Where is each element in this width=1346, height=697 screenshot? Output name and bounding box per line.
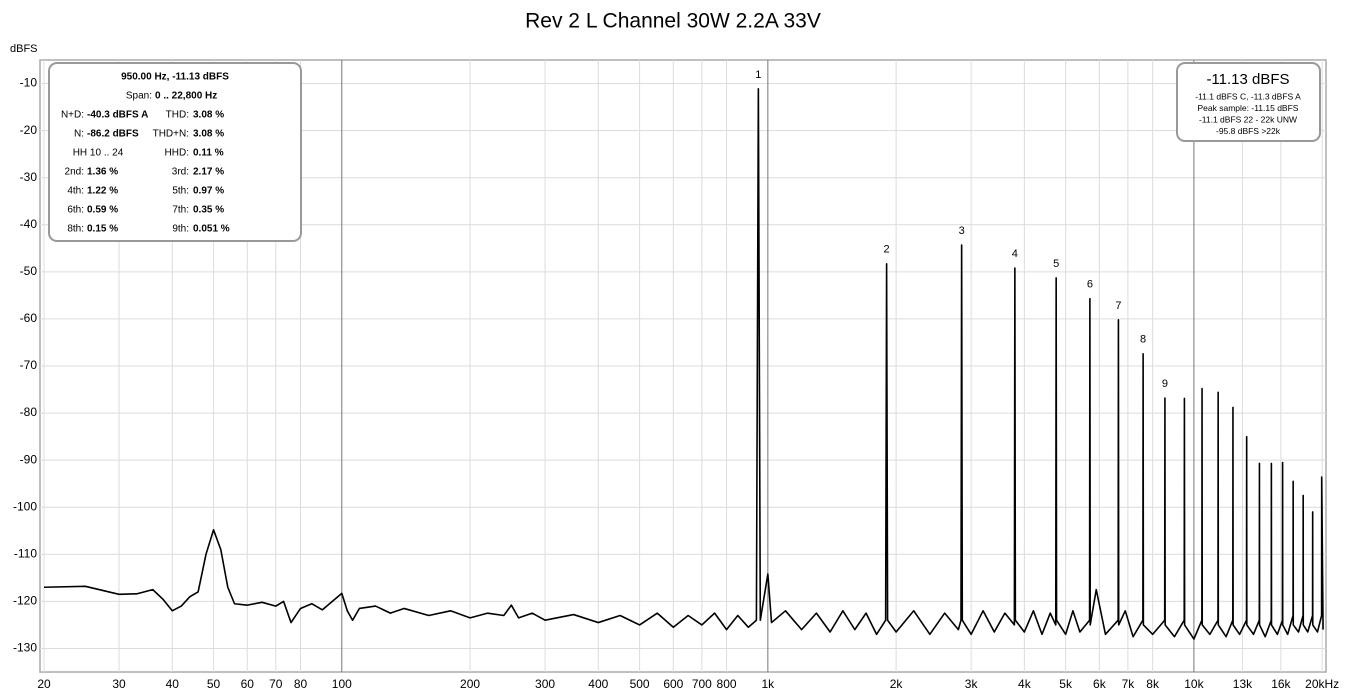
info-value: 0.59 %	[87, 205, 118, 216]
x-tick-label: 13k	[1233, 677, 1253, 691]
x-tick-label: 600	[663, 677, 683, 691]
harmonic-label: 7	[1115, 300, 1121, 312]
y-tick-label: -70	[20, 358, 38, 372]
info-label: N+D:	[61, 110, 84, 121]
info-value: 2.17 %	[193, 167, 224, 178]
harmonic-label: 5	[1053, 258, 1059, 270]
level-detail: -11.1 dBFS C, -11.3 dBFS A	[1195, 91, 1301, 101]
info-label: THD+N:	[153, 129, 189, 140]
x-tick-label: 3k	[965, 677, 979, 691]
info-label: 6th:	[67, 205, 84, 216]
y-tick-label: -60	[20, 311, 38, 325]
x-tick-label: 60	[241, 677, 255, 691]
info-value: 0.051 %	[193, 224, 230, 235]
info-label: 5th:	[172, 186, 189, 197]
x-tick-label: 6k	[1093, 677, 1107, 691]
level-detail: -95.8 dBFS >22k	[1216, 126, 1281, 136]
x-tick-label: 16k	[1271, 677, 1291, 691]
info-value: -40.3 dBFS A	[87, 110, 148, 121]
y-tick-label: -30	[20, 170, 38, 184]
info-label: 7th:	[172, 205, 189, 216]
x-tick-label: 80	[294, 677, 308, 691]
harmonic-label: 6	[1087, 279, 1093, 291]
x-tick-label: 2k	[890, 677, 904, 691]
y-tick-label: -120	[13, 594, 37, 608]
x-tick-label: 40	[166, 677, 180, 691]
info-label: 8th:	[67, 224, 84, 235]
x-tick-label: 400	[588, 677, 608, 691]
info-value: 0.35 %	[193, 205, 224, 216]
info-header: 950.00 Hz, -11.13 dBFS	[121, 72, 229, 83]
x-tick-label: 8k	[1146, 677, 1160, 691]
info-value: 0.15 %	[87, 224, 118, 235]
y-tick-label: -130	[13, 641, 37, 655]
x-tick-label: 300	[535, 677, 555, 691]
harmonic-label: 4	[1012, 248, 1018, 260]
info-label: THD:	[166, 110, 189, 121]
y-tick-label: -80	[20, 405, 38, 419]
x-tick-label: 20kHz	[1305, 677, 1339, 691]
y-tick-label: -10	[20, 76, 38, 90]
info-value: 0.11 %	[193, 148, 224, 159]
chart-title: Rev 2 L Channel 30W 2.2A 33V	[525, 10, 821, 33]
x-tick-label: 50	[207, 677, 221, 691]
info-label: 2nd:	[65, 167, 84, 178]
info-value: 3.08 %	[193, 129, 224, 140]
info-value: -86.2 dBFS	[87, 129, 139, 140]
x-tick-label: 200	[460, 677, 480, 691]
info-label: N:	[74, 129, 84, 140]
info-label: Span:	[126, 91, 152, 102]
y-tick-label: -90	[20, 452, 38, 466]
harmonic-label: 1	[755, 69, 761, 81]
info-label: 4th:	[67, 186, 84, 197]
harmonic-label: 9	[1162, 378, 1168, 390]
info-box: 950.00 Hz, -11.13 dBFS Span: 0 .. 22,800 H…	[48, 62, 302, 242]
info-value: 1.22 %	[87, 186, 118, 197]
y-tick-label: -100	[13, 499, 37, 513]
x-tick-label: 10k	[1184, 677, 1204, 691]
x-tick-label: 20	[37, 677, 51, 691]
info-box-frame	[48, 62, 302, 242]
harmonic-label: 3	[959, 225, 965, 237]
info-label: HH 10 .. 24	[73, 148, 124, 159]
x-tick-label: 700	[692, 677, 712, 691]
x-tick-label: 7k	[1122, 677, 1136, 691]
info-label: HHD:	[165, 148, 189, 159]
y-tick-label: -20	[20, 123, 38, 137]
y-tick-label: -110	[14, 546, 37, 560]
info-value: 0.97 %	[193, 186, 224, 197]
x-tick-label: 5k	[1059, 677, 1073, 691]
harmonic-label: 2	[884, 244, 890, 256]
level-detail: -11.1 dBFS 22 - 22k UNW	[1199, 114, 1297, 124]
info-value: 1.36 %	[87, 167, 118, 178]
x-tick-label: 70	[269, 677, 283, 691]
x-tick-label: 500	[630, 677, 650, 691]
x-tick-label: 800	[717, 677, 737, 691]
y-tick-label: -50	[20, 264, 38, 278]
x-tick-label: 30	[112, 677, 126, 691]
info-label: 9th:	[172, 224, 189, 235]
info-value: 3.08 %	[193, 110, 224, 121]
x-tick-label: 100	[332, 677, 352, 691]
x-tick-label: 1k	[762, 677, 776, 691]
info-value: 0 .. 22,800 Hz	[155, 91, 217, 102]
level-box: -11.13 dBFS -11.1 dBFS C, -11.3 dBFS A Pea…	[1176, 62, 1321, 142]
info-label: 3rd:	[172, 167, 189, 178]
y-tick-label: -40	[20, 217, 38, 231]
spectrum-line	[43, 88, 1324, 640]
level-value: -11.13 dBFS	[1206, 71, 1289, 88]
x-tick-label: 4k	[1018, 677, 1032, 691]
harmonic-label: 8	[1140, 334, 1146, 346]
level-box-frame	[1176, 62, 1321, 142]
y-axis-label: dBFS	[10, 43, 38, 55]
level-detail: Peak sample: -11.15 dBFS	[1198, 103, 1299, 113]
